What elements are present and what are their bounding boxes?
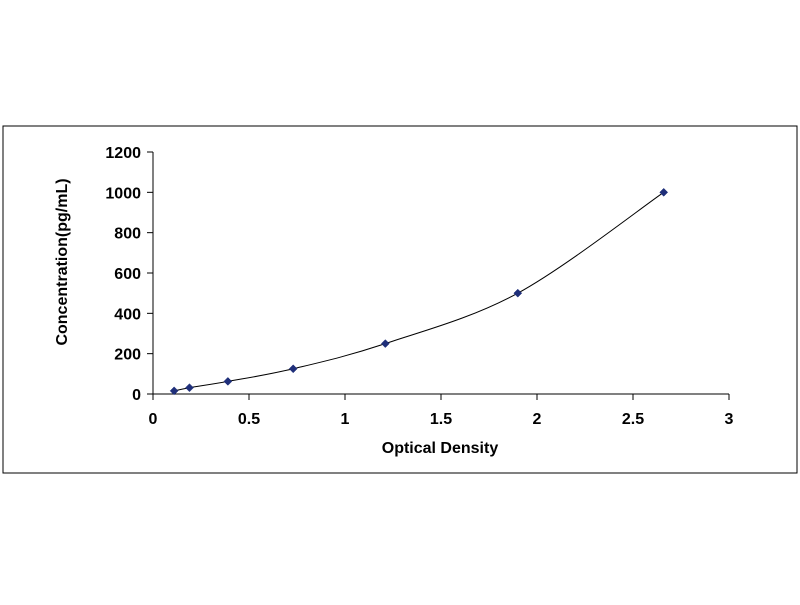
x-tick-label: 1.5 [430,411,452,428]
data-points-layer [169,187,669,396]
x-axis-title: Optical Density [382,440,499,457]
x-tick-label: 0.5 [238,411,260,428]
x-tick-label: 1 [341,411,350,428]
y-tick-label: 0 [132,387,141,404]
y-axis-title: Concentration(pg/mL) [54,178,71,345]
y-tick-label: 1200 [105,145,141,162]
fit-curve [174,191,665,392]
fit-curve-layer [174,191,665,392]
y-tick-label: 800 [114,226,141,243]
axes: 0 200 400 600 800 1000 1200 0 0.5 1 1.5 2 2.5 3 [105,145,733,428]
data-point [659,187,669,197]
data-point [513,288,523,298]
data-point [223,377,233,386]
x-tick-label: 3 [725,411,734,428]
x-tick-label: 2.5 [622,411,644,428]
data-point [185,383,194,393]
data-point [169,386,179,396]
data-point [288,364,298,374]
x-tick-label: 0 [149,411,158,428]
y-tick-label: 200 [114,347,141,364]
data-point [380,339,390,348]
x-tick-label: 2 [533,411,542,428]
y-tick-label: 600 [114,266,141,283]
y-tick-label: 1000 [105,185,141,202]
y-tick-label: 400 [114,306,141,323]
chart-border [2,125,798,474]
